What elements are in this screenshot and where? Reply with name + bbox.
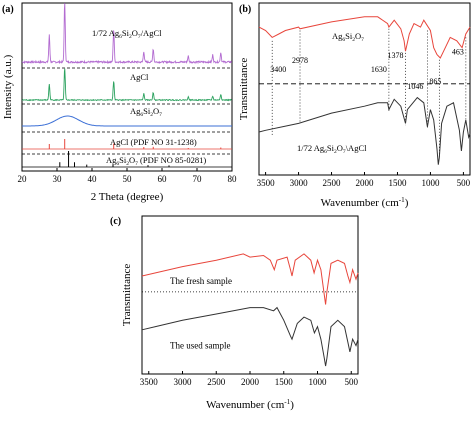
ftir-panel-label: (b) [239,4,251,15]
xrd-series-label: Ag6Si2O7 (PDF NO 85-0281) [106,155,206,167]
ftir-used-x-tick-label: 3000 [174,377,193,387]
ftir-used-x-tick-label: 2000 [241,377,260,387]
ftir-peak-annotation: 463 [452,48,464,57]
xrd-panel-label: (a) [2,4,14,15]
ftir-peak-annotation: 865 [429,77,441,86]
ftir-used-x-axis-label: Wavenumber (cm-1) [206,398,294,411]
ftir-x-tick-label: 3000 [290,178,309,188]
ftir-used-panel-label: (c) [110,216,121,227]
ftir-used-series-line [141,306,359,367]
ftir-peak-annotation: 2978 [292,56,308,65]
xrd-x-axis-label: 2 Theta (degree) [91,191,164,203]
xrd-x-tick-label: 50 [123,174,133,184]
ftir-x-tick-label: 500 [457,178,471,188]
xrd-series-label: AgCl (PDF NO 31-1238) [110,137,197,147]
xrd-y-axis-label: Intensity (a.u.) [2,54,14,119]
ftir-peak-annotation: 1378 [388,51,404,60]
xrd-x-tick-label: 70 [193,174,203,184]
ftir-y-axis-label: Transmittance [238,58,250,121]
ftir-series-line [258,16,471,59]
ftir-x-tick-label: 2000 [356,178,375,188]
ftir-used-series-line [141,253,359,305]
ftir-series-line [258,96,471,165]
ftir-x-tick-label: 1000 [421,178,440,188]
ftir-used-x-tick-label: 2500 [207,377,226,387]
xrd-series-line [22,115,232,127]
ftir-x-tick-label: 1500 [388,178,407,188]
ftir-peak-annotation: 1046 [407,82,423,91]
ftir-peak-annotation: 3400 [270,65,286,74]
xrd-x-tick-label: 80 [228,174,238,184]
ftir-x-axis-label: Wavenumber (cm-1) [321,196,409,209]
xrd-series-line [21,68,232,102]
xrd-x-tick-label: 20 [18,174,28,184]
ftir-x-tick-label: 3500 [257,178,276,188]
ftir-peak-annotation: 1630 [371,65,387,74]
xrd-x-tick-label: 60 [158,174,168,184]
ftir-series-label: 1/72 Ag6Si2O7\AgCl [297,143,367,155]
ftir-fresh-used-chart-panel: 3500 3000 2500 2000 1500 1000 500 (c) Wavenumber… [108,214,368,434]
xrd-chart-panel: 20 30 40 50 60 70 80 (a) 2 Theta (degree) Intensi… [0,0,237,210]
ftir-chart-panel: 3500 3000 2500 2000 1500 1000 500 (b) Wavenumber… [237,0,474,214]
xrd-x-tick-label: 30 [53,174,63,184]
ftir-x-tick-label: 2500 [323,178,342,188]
ftir-used-x-tick-label: 500 [345,377,359,387]
ftir-used-x-tick-label: 1000 [309,377,328,387]
ftir-used-series-label: The used sample [170,341,230,351]
xrd-chart: 20 30 40 50 60 70 80 (a) 2 Theta (degree) Intensi… [2,2,238,203]
ftir-chart: 3500 3000 2500 2000 1500 1000 500 (b) Wavenumber… [238,2,471,209]
xrd-x-tick-label: 40 [88,174,98,184]
xrd-series-line [21,3,233,65]
ftir-used-x-tick-label: 3500 [140,377,159,387]
xrd-series-label: AgCl [130,72,149,82]
ftir-fresh-used-chart: 3500 3000 2500 2000 1500 1000 500 (c) Wavenumber… [110,215,359,411]
xrd-series-label: 1/72 Ag6Si2O7/AgCl [92,28,162,40]
ftir-used-y-axis-label: Transmittance [121,264,133,327]
ftir-series-label: Ag6Si2O7 [332,31,364,43]
ftir-used-x-tick-label: 1500 [275,377,294,387]
xrd-series-label: Ag6Si2O7 [130,106,162,118]
ftir-used-series-label: The fresh sample [170,276,232,286]
